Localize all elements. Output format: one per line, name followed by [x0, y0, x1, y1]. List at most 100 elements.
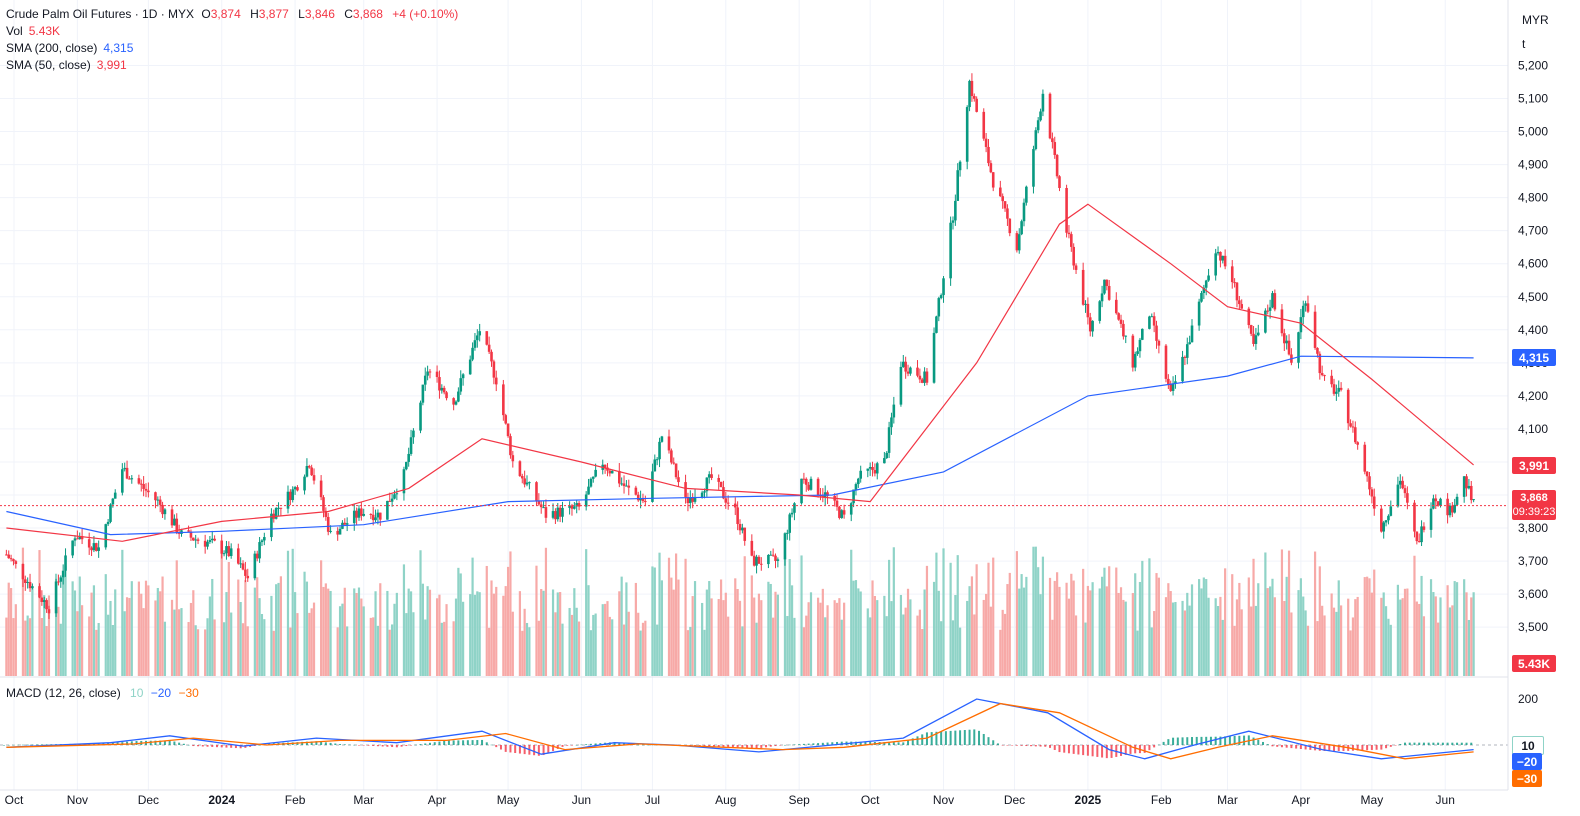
price-tick-label: 4,100 [1518, 422, 1548, 436]
price-tick-label: 4,400 [1518, 323, 1548, 337]
macd-hist-bar [589, 743, 592, 745]
candle [670, 448, 673, 465]
candle [130, 475, 134, 484]
candle [511, 450, 515, 468]
volume-bar [438, 594, 441, 676]
candle [1389, 500, 1393, 517]
candle [835, 494, 839, 511]
volume-legend[interactable]: Vol 5.43K [6, 23, 60, 39]
candle [689, 490, 692, 509]
volume-bar [24, 620, 27, 676]
sma50-legend[interactable]: SMA (50, close) 3,991 [6, 57, 127, 73]
sma200-price-badge: 4,315 [1512, 349, 1556, 366]
volume-bar [1167, 583, 1170, 676]
macd-hist-bar [1134, 745, 1137, 754]
macd-hist-bar [1418, 742, 1421, 745]
volume-bar [1198, 579, 1201, 676]
volume-bar [346, 626, 349, 676]
macd-hist-bar [916, 736, 919, 745]
candle [1306, 295, 1310, 314]
macd-hist-bar [36, 744, 39, 745]
currency-code[interactable]: MYR [1522, 13, 1549, 27]
volume-bar [1429, 579, 1433, 676]
candle [1100, 285, 1104, 308]
candle [608, 468, 612, 477]
volume-bar [1418, 603, 1421, 676]
macd-hist-bar [447, 740, 450, 745]
volume-bar [64, 565, 67, 676]
candle [1249, 324, 1253, 337]
macd-hist-bar [92, 743, 95, 745]
macd-hist-bar [452, 740, 455, 745]
macd-hist-bar [618, 742, 621, 745]
volume-bar [639, 630, 642, 676]
macd-hist-bar [888, 742, 891, 745]
volume-bar [537, 620, 540, 676]
macd-hist-bar [992, 740, 995, 745]
candle [1006, 204, 1009, 226]
volume-bar [975, 564, 978, 676]
candle [1304, 300, 1307, 312]
candle [1148, 315, 1151, 330]
candle [1290, 348, 1293, 366]
macd-hist-bar [542, 745, 545, 756]
symbol-title[interactable]: Crude Palm Oil Futures · 1D · MYX [6, 7, 195, 21]
candle [71, 540, 74, 559]
candle [187, 525, 190, 533]
candle [693, 489, 697, 504]
candle [161, 501, 164, 518]
volume-bar [1434, 596, 1437, 676]
candle [343, 518, 347, 525]
candle [45, 598, 48, 613]
unit-label[interactable]: t [1522, 37, 1526, 51]
sma50-legend-value: 3,991 [96, 58, 127, 72]
candle [390, 493, 394, 507]
candle [473, 332, 477, 351]
volume-bar [741, 626, 744, 676]
macd-hist-bar [731, 745, 734, 748]
candle [871, 461, 874, 477]
candle [1233, 278, 1236, 288]
candle [1150, 313, 1154, 318]
candle [468, 355, 472, 375]
candle [1204, 279, 1208, 296]
macd-hist-bar [1285, 745, 1288, 748]
macd-hist-bar [907, 740, 910, 745]
volume-bar [573, 588, 576, 676]
low-value: 3,846 [304, 7, 335, 21]
candle [97, 540, 100, 558]
candle [686, 492, 690, 512]
volume-bar [1008, 572, 1011, 676]
macd-hist-bar [239, 745, 242, 749]
volume-bar [1271, 578, 1274, 676]
candle [991, 171, 995, 192]
volume-bar [1406, 588, 1409, 676]
macd-hist-bar [1432, 742, 1435, 745]
volume-bar [391, 624, 394, 676]
volume-bar [303, 571, 306, 676]
candle [142, 476, 145, 497]
candle [260, 539, 264, 547]
sma200-legend[interactable]: SMA (200, close) 4,315 [6, 40, 133, 56]
candle [1003, 201, 1007, 212]
volume-bar [1323, 615, 1326, 676]
volume-bar [424, 619, 427, 676]
currency-selector[interactable]: MYR t [1522, 8, 1549, 56]
macd-legend[interactable]: MACD (12, 26, close) 10 −20 −30 [6, 685, 199, 701]
candle [123, 462, 126, 472]
volume-bar [767, 581, 770, 676]
volume-bar [608, 616, 611, 676]
candle [109, 503, 112, 524]
macd-hist-bar [414, 744, 417, 746]
volume-bar [509, 551, 512, 676]
candle [1091, 320, 1094, 337]
volume-bar [1025, 576, 1028, 676]
candle [1169, 380, 1173, 392]
volume-bar [826, 605, 829, 676]
macd-hist-bar [1153, 745, 1156, 748]
candle [892, 396, 896, 424]
candle [1141, 328, 1144, 341]
macd-legend-label: MACD (12, 26, close) [6, 686, 121, 700]
candle [445, 390, 448, 401]
